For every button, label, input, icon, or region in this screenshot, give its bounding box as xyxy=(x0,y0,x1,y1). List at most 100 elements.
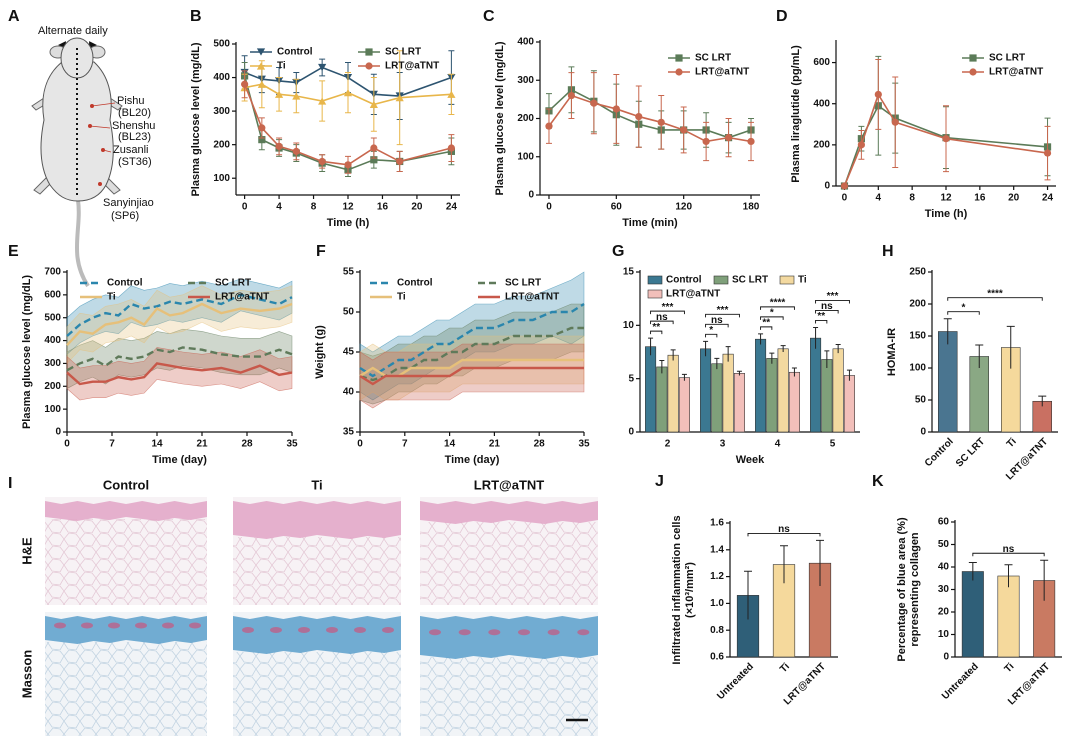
y-axis-title: HOMA-IR xyxy=(886,328,898,376)
marker xyxy=(369,100,378,108)
marker xyxy=(258,124,266,132)
y-axis-title: Percentage of blue area (%) xyxy=(896,517,908,662)
significance-label: * xyxy=(962,302,966,313)
error-bar xyxy=(824,350,830,368)
collagen-patch xyxy=(189,622,201,629)
significance-label: *** xyxy=(827,291,839,302)
marker xyxy=(635,112,643,121)
panel-label: F xyxy=(316,243,326,260)
y-tick-label: 100 xyxy=(213,173,230,184)
x-tick-label: 21 xyxy=(489,439,501,450)
error-band xyxy=(66,347,293,401)
error-bar xyxy=(1038,395,1047,407)
significance-bracket xyxy=(650,320,674,325)
y-tick-label: 5 xyxy=(628,373,634,384)
acupoint-name: Shenshu xyxy=(112,120,155,132)
x-axis-title: Time (h) xyxy=(925,208,968,220)
y-tick-label: 300 xyxy=(517,75,534,86)
marker xyxy=(256,62,266,70)
collagen-patch xyxy=(135,622,147,629)
error-bar xyxy=(648,337,654,356)
error-bar xyxy=(780,545,788,584)
bar xyxy=(678,377,690,433)
x-tick-label: 2 xyxy=(665,439,671,450)
marker xyxy=(969,54,977,62)
collagen-patch xyxy=(81,622,93,629)
y-tick-label: 200 xyxy=(213,139,230,150)
marker xyxy=(680,126,688,134)
bar xyxy=(722,353,734,433)
x-tick-label: 0 xyxy=(842,193,848,204)
x-tick-label: 0 xyxy=(357,439,363,450)
y-tick-label: 0 xyxy=(920,427,926,438)
x-tick-label: 28 xyxy=(534,439,546,450)
significance-bracket xyxy=(650,310,685,315)
legend-label: LRT@aTNT xyxy=(505,292,559,303)
x-tick-label: 20 xyxy=(1008,193,1020,204)
y-tick-label: 150 xyxy=(909,331,926,342)
marker xyxy=(942,135,950,143)
y-axis-title: Plasma glucose level (mg/dL) xyxy=(21,275,33,429)
marker xyxy=(292,92,301,100)
significance-bracket xyxy=(705,323,729,328)
x-tick-label: Untreated xyxy=(940,661,981,702)
series-line xyxy=(66,293,293,337)
series-line xyxy=(359,302,585,378)
fat-texture xyxy=(420,657,598,736)
acupoint-name: Pishu xyxy=(117,95,145,107)
marker xyxy=(370,144,378,152)
acupoints xyxy=(88,104,105,186)
x-tick-label: 7 xyxy=(109,439,115,450)
panel-label: B xyxy=(190,8,202,25)
marker xyxy=(874,90,882,99)
legend-label: SC LRT xyxy=(695,53,731,64)
significance-label: **** xyxy=(987,288,1003,299)
error-bar xyxy=(681,373,687,381)
significance-bracket xyxy=(747,532,821,537)
bar xyxy=(821,359,833,433)
y-axis-title: Plasma glucose level (mg/dL) xyxy=(190,42,202,196)
marker xyxy=(256,48,266,56)
y-tick-label: 400 xyxy=(44,335,61,346)
y-tick-label: 600 xyxy=(44,289,61,300)
panel-label: A xyxy=(8,8,20,25)
x-axis-title: Week xyxy=(736,454,765,466)
y-tick-label: 500 xyxy=(44,312,61,323)
y-tick-label: 1.4 xyxy=(710,544,724,555)
acupoint-code: (BL23) xyxy=(118,131,151,143)
panel-label: H xyxy=(882,243,894,260)
bar xyxy=(755,338,767,433)
marker xyxy=(396,157,404,166)
body xyxy=(40,61,114,202)
y-axis-title: representing collagen xyxy=(909,532,921,647)
x-tick-label: 60 xyxy=(611,202,623,213)
bar xyxy=(961,571,984,658)
error-bar xyxy=(816,539,824,586)
error-bar xyxy=(1040,559,1049,601)
y-tick-label: 50 xyxy=(938,539,950,550)
y-tick-label: 0 xyxy=(528,190,534,201)
bar xyxy=(997,575,1020,658)
y-axis-title: Plasma liraglutide (pg/mL) xyxy=(790,45,802,183)
y-tick-label: 100 xyxy=(44,404,61,415)
legend-label: Control xyxy=(666,275,702,286)
panel-label: J xyxy=(655,473,664,490)
acupoint-code: (BL20) xyxy=(118,107,151,119)
bar xyxy=(788,371,800,433)
y-axis-title: Weight (g) xyxy=(314,325,326,379)
series-line xyxy=(548,88,752,139)
x-tick-label: Control xyxy=(923,436,956,469)
error-bar xyxy=(744,570,752,620)
x-tick-label: 14 xyxy=(444,439,456,450)
bar xyxy=(733,373,745,433)
y-axis-title: Infiltrated inflammation cells xyxy=(671,515,683,664)
mouse-diagram: A Alternate daily Pishu (BL20) Shenshu (… xyxy=(8,8,155,288)
significance-bracket xyxy=(815,310,839,314)
significance-label: ns xyxy=(821,301,833,312)
x-tick-label: 8 xyxy=(909,193,915,204)
y-tick-label: 40 xyxy=(343,387,355,398)
y-tick-label: 50 xyxy=(343,307,355,318)
bar xyxy=(766,358,778,433)
legend-label: SC LRT xyxy=(385,47,421,58)
significance-label: *** xyxy=(717,305,729,316)
